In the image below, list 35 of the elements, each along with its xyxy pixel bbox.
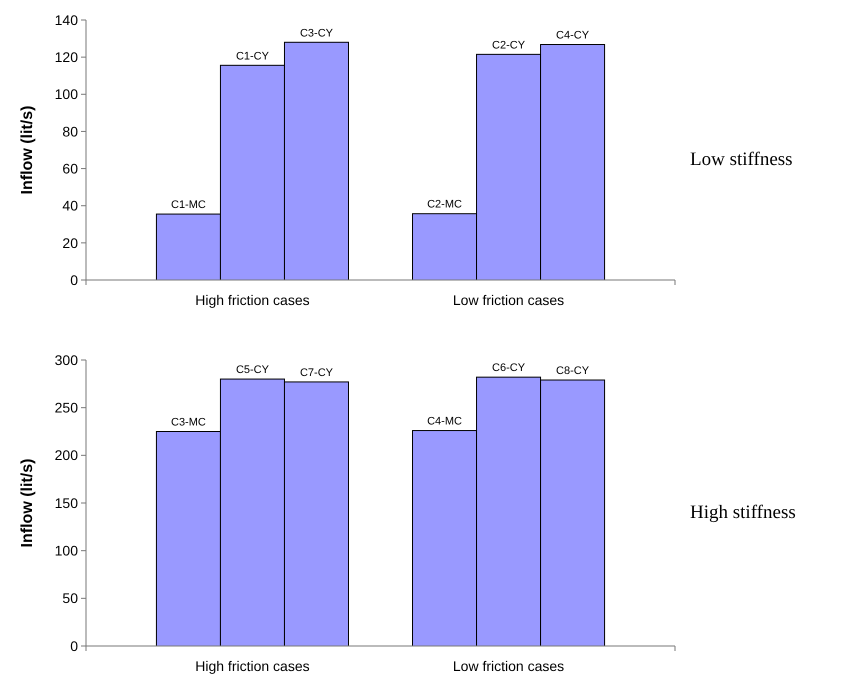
data-label: C4-CY bbox=[556, 30, 590, 42]
y-axis-title: Inflow (lit/s) bbox=[19, 458, 36, 548]
data-label: C3-MC bbox=[171, 416, 206, 428]
x-tick-label: Low friction cases bbox=[452, 658, 564, 674]
text: Low stiffness bbox=[690, 149, 793, 170]
text: High stiffness bbox=[690, 502, 796, 523]
y-tick-label: 100 bbox=[54, 542, 78, 559]
y-tick-label: 150 bbox=[54, 494, 78, 511]
x-tick-label: Low friction cases bbox=[452, 292, 564, 308]
y-tick-label: 100 bbox=[54, 86, 78, 102]
y-tick-label: 20 bbox=[62, 234, 78, 251]
data-label: C5-CY bbox=[236, 364, 270, 376]
y-axis-title: Inflow (lit/s) bbox=[19, 106, 36, 194]
y-tick-label: 0 bbox=[70, 272, 78, 288]
y-tick-label: 50 bbox=[62, 590, 78, 606]
y-tick-label: 0 bbox=[70, 638, 78, 654]
x-tick-label: High friction cases bbox=[195, 658, 310, 674]
y-tick-label: 140 bbox=[54, 12, 78, 28]
y-tick-label: 60 bbox=[62, 160, 78, 176]
data-label: C4-MC bbox=[427, 416, 462, 428]
data-label: C2-MC bbox=[427, 198, 462, 211]
data-label: C6-CY bbox=[492, 362, 526, 374]
data-label: C3-CY bbox=[300, 27, 334, 40]
data-label: C1-MC bbox=[171, 199, 206, 212]
y-tick-label: 200 bbox=[54, 447, 78, 464]
y-tick-label: 300 bbox=[54, 352, 78, 368]
y-tick-label: 250 bbox=[54, 400, 78, 416]
y-tick-label: 120 bbox=[54, 49, 78, 66]
data-label: C7-CY bbox=[300, 366, 334, 379]
y-tick-label: 40 bbox=[62, 198, 78, 214]
data-label: C2-CY bbox=[492, 39, 526, 52]
x-tick-label: High friction cases bbox=[195, 292, 310, 308]
data-label: C8-CY bbox=[556, 365, 590, 378]
data-label: C1-CY bbox=[236, 50, 270, 62]
y-tick-label: 80 bbox=[62, 123, 78, 140]
